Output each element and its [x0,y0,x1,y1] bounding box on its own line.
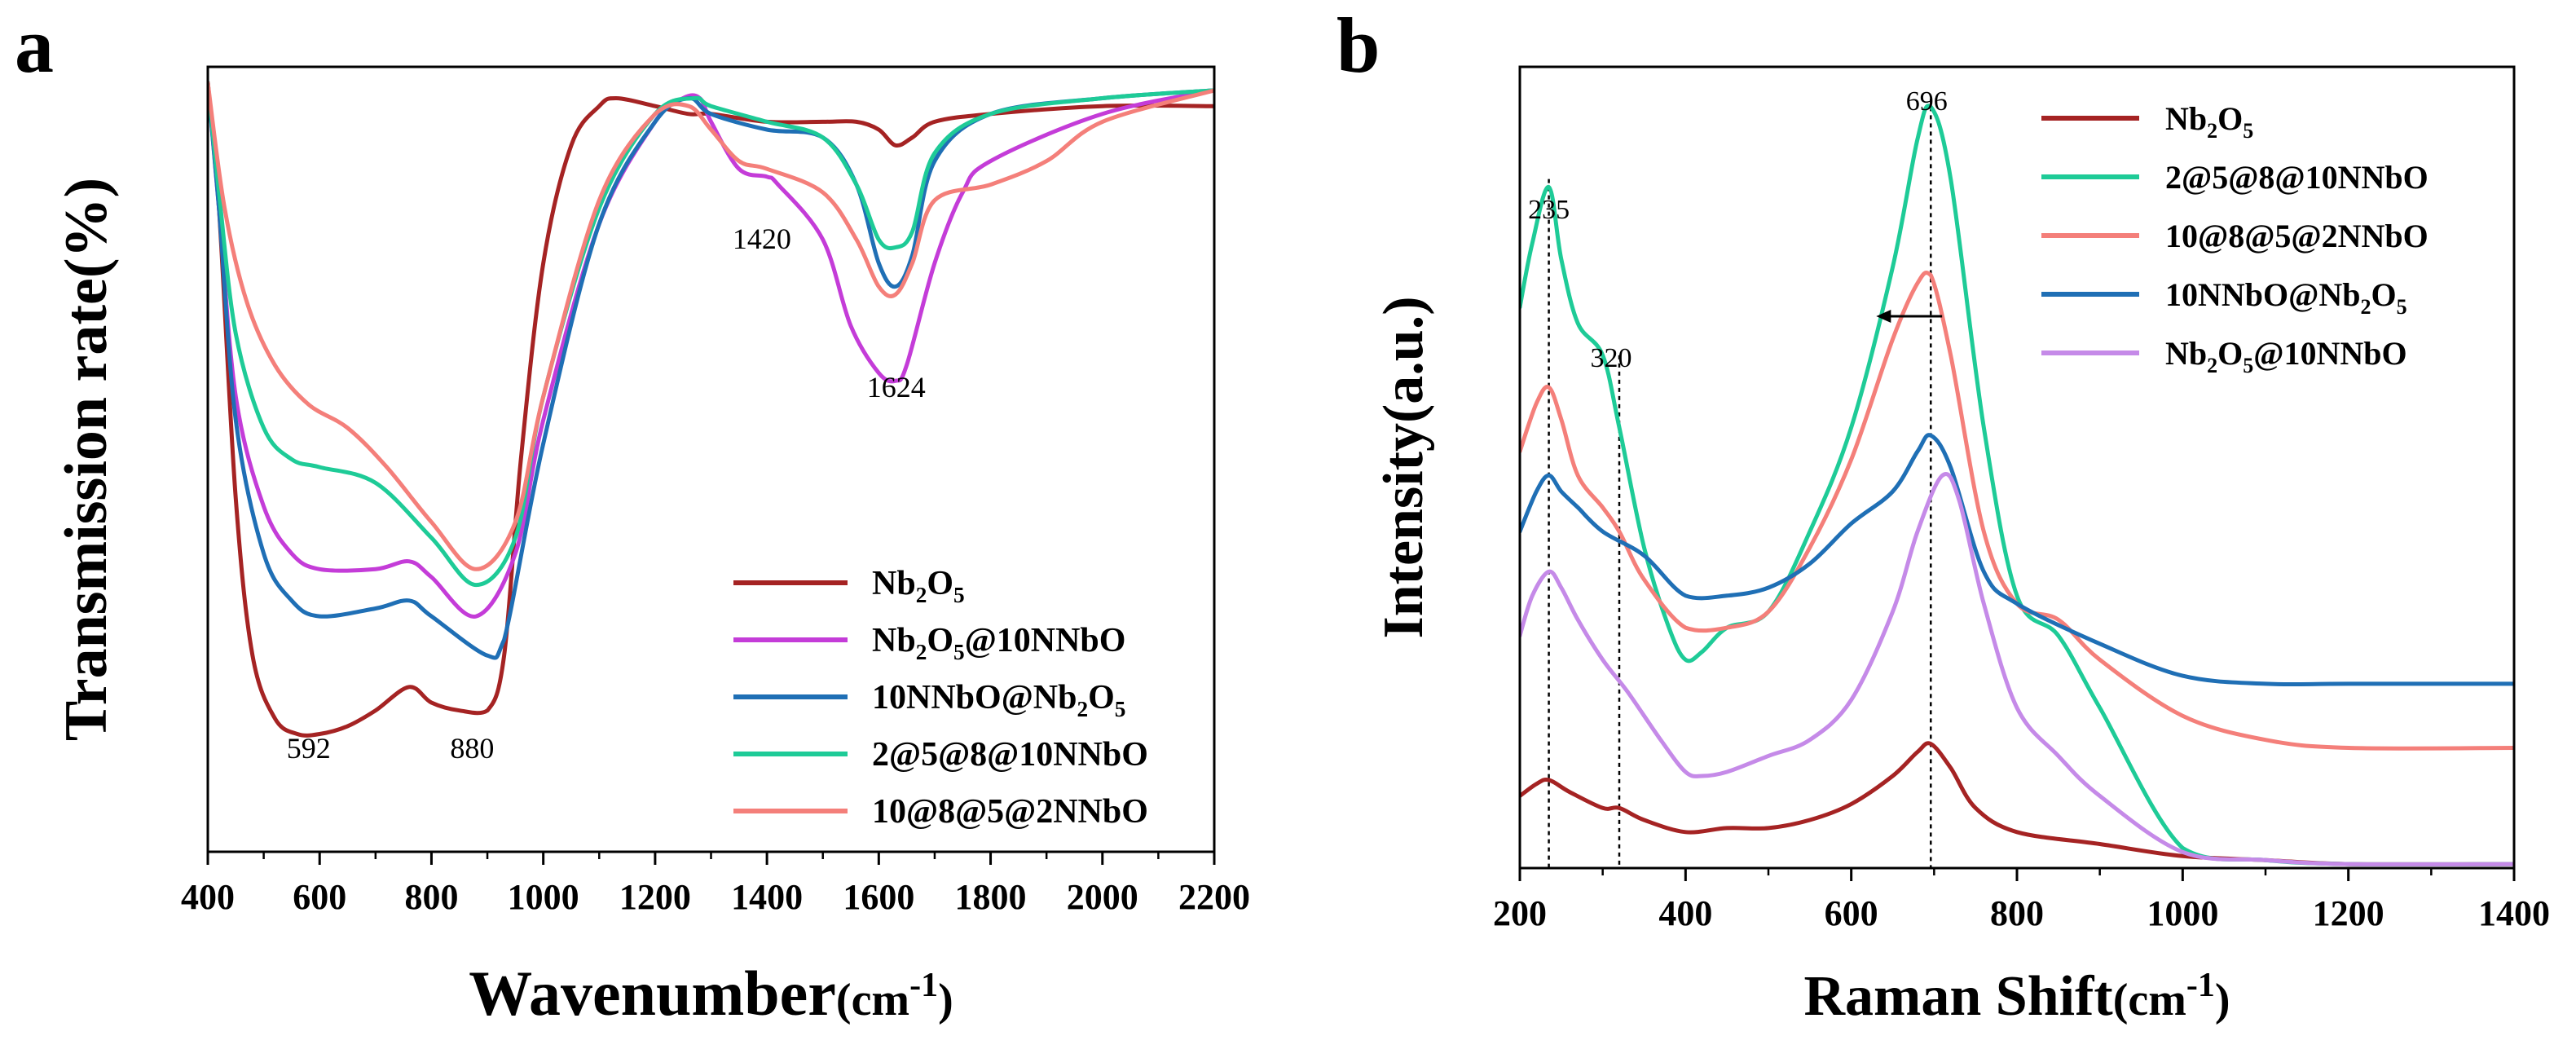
x-tick-label: 400 [1658,893,1712,933]
series-line [1520,271,2514,751]
series-line [1520,104,2514,866]
series-line [1520,741,2514,866]
legend-entry: Nb2O5@10NNbO [872,622,1125,664]
shift-arrow-head [1876,310,1891,323]
x-tick-label: 1000 [2147,893,2218,933]
x-tick-label: 800 [404,877,458,917]
y-axis-label: Transmission rate(%) [53,178,120,741]
legend-entry: 10@8@5@2NNbO [2165,218,2428,254]
x-tick-label: 1400 [2478,893,2550,933]
x-tick-label: 1200 [619,877,691,917]
peak-annotation: 880 [450,732,494,765]
peak-annotation: 235 [1528,195,1570,225]
x-axis-label: Wavenumber(cm-1) [469,958,953,1029]
panel-b-label: b [1336,2,1380,89]
series-line [208,80,1214,619]
x-tick-label: 2200 [1178,877,1250,917]
peak-annotation: 1420 [733,223,791,255]
legend-entry: Nb2O5@10NNbO [2165,335,2407,377]
peak-annotation: 320 [1591,343,1632,373]
panel-a-label: a [15,2,54,89]
legend: Nb2O5 Nb2O5@10NNbO 10NNbO@Nb2O5 2@5@8@10NNb… [733,565,1148,831]
chart-panel-b: 200 400 600 800 1000 1200 1400 Raman Shift(cm-1… [1372,65,2550,1028]
legend-entry: Nb2O5 [872,565,965,607]
x-tick-label: 1200 [2313,893,2384,933]
series-line [208,80,1214,588]
x-tick-label: 1400 [731,877,803,917]
legend: Nb2O5 2@5@8@10NNbO 10@8@5@2NNbO 10NNbO@Nb2O… [2041,100,2428,377]
x-tick-label: 600 [1825,893,1878,933]
series-line [208,80,1214,660]
series-line [208,80,1214,571]
x-tick-label: 400 [181,877,235,917]
x-axis-label: Raman Shift(cm-1) [1803,965,2230,1028]
legend-entry: Nb2O5 [2165,100,2253,143]
x-tick-label: 1600 [843,877,914,917]
series-line [208,80,1214,738]
y-axis-label: Intensity(a.u.) [1372,296,1435,638]
x-tick-label: 800 [1990,893,2044,933]
x-tick-label: 1000 [508,877,579,917]
peak-annotation: 696 [1906,86,1948,117]
chart-panel-a: 400 600 800 1000 1200 1400 1600 1800 2000 2200 Wav… [53,65,1250,1029]
legend-entry: 10NNbO@Nb2O5 [872,679,1125,721]
peak-annotation: 1624 [867,371,926,403]
x-tick-label: 600 [293,877,346,917]
legend-entry: 2@5@8@10NNbO [2165,159,2428,196]
legend-entry: 2@5@8@10NNbO [872,736,1148,774]
series-line [1520,472,2514,866]
legend-entry: 10NNbO@Nb2O5 [2165,276,2407,319]
x-tick-label: 200 [1493,893,1547,933]
series-line [1520,433,2514,687]
legend-entry: 10@8@5@2NNbO [872,793,1148,831]
plot-frame [206,65,1216,853]
peak-annotation: 592 [287,732,331,765]
x-tick-label: 1800 [955,877,1027,917]
x-tick-label: 2000 [1067,877,1138,917]
